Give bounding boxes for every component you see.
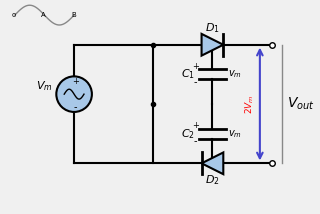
Text: $v_m$: $v_m$ [228, 68, 242, 80]
Text: B: B [72, 12, 76, 18]
Circle shape [56, 76, 92, 112]
Polygon shape [202, 34, 223, 56]
Text: $C_1$: $C_1$ [181, 67, 195, 81]
Polygon shape [202, 152, 223, 174]
Text: A: A [41, 12, 46, 18]
Text: $C_2$: $C_2$ [181, 127, 195, 141]
Text: -: - [194, 77, 197, 87]
Text: +: + [72, 77, 78, 86]
Text: $D_2$: $D_2$ [205, 173, 220, 187]
Text: $V_m$: $V_m$ [36, 79, 53, 93]
Text: $2V_m$: $2V_m$ [244, 94, 256, 114]
Text: $v_m$: $v_m$ [228, 128, 242, 140]
Text: -: - [73, 102, 77, 112]
Text: +: + [192, 62, 199, 71]
Text: $V_{out}$: $V_{out}$ [286, 96, 314, 112]
Text: +: + [192, 121, 199, 130]
Text: o: o [12, 12, 16, 18]
Text: -: - [194, 137, 197, 147]
Text: $D_1$: $D_1$ [205, 21, 220, 35]
